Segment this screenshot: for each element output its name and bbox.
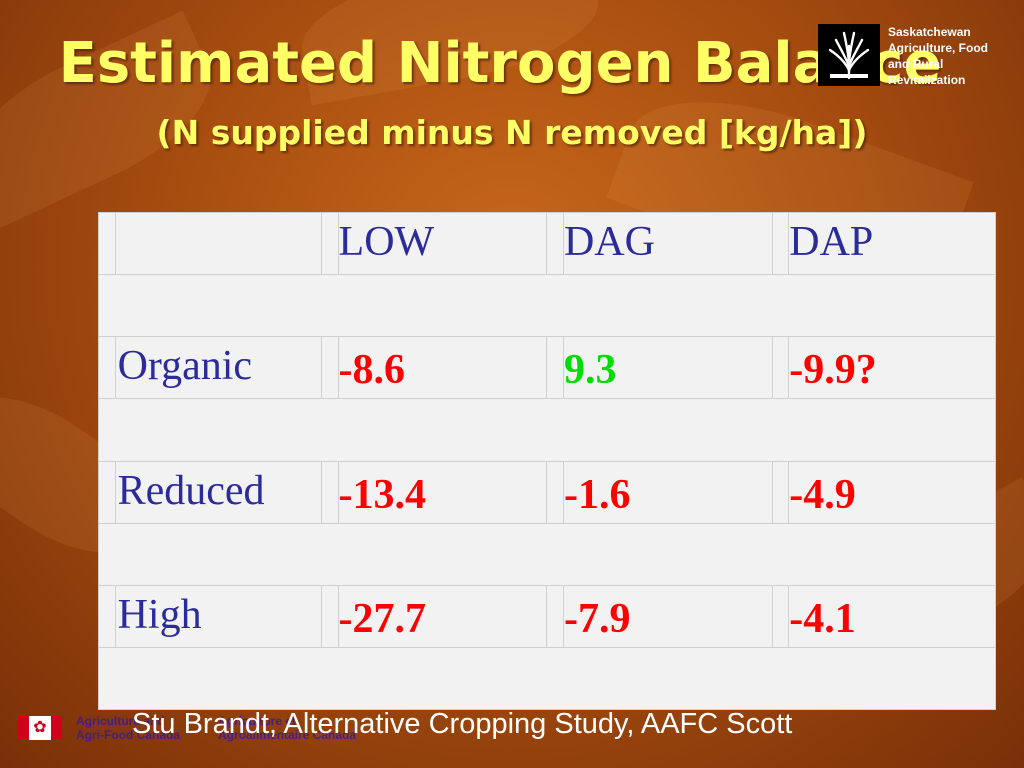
column-header: DAP bbox=[788, 211, 996, 276]
agency-line: Agri-Food Canada bbox=[76, 728, 180, 742]
nitrogen-balance-table: LOW DAG DAP Organic -8.6 9.3 -9.9? Reduc… bbox=[98, 211, 996, 711]
column-header: DAG bbox=[562, 211, 773, 276]
slide-title: Estimated Nitrogen Balance bbox=[58, 31, 942, 96]
spacer-row bbox=[98, 646, 996, 711]
row-label: Reduced bbox=[114, 460, 322, 524]
agency-line: Agroalimentaire Canada bbox=[218, 728, 357, 742]
agency-name-en: Agriculture and Agri-Food Canada bbox=[76, 714, 180, 742]
source-credit: Stu Brandt, Alternative Cropping Study, … bbox=[132, 708, 793, 740]
corner-cell bbox=[114, 211, 322, 276]
logo-line: Revitalization bbox=[888, 73, 966, 87]
row-label: Organic bbox=[114, 336, 322, 400]
spacer-row bbox=[98, 522, 996, 586]
value-cell: -13.4 bbox=[337, 460, 548, 524]
spacer-row bbox=[98, 274, 996, 338]
value-cell: -1.6 bbox=[562, 460, 773, 524]
canada-flag-icon: ✿ bbox=[18, 716, 62, 740]
agency-line: Agriculture and bbox=[76, 714, 165, 728]
logo-line: Agriculture, Food bbox=[888, 41, 988, 55]
agency-name-fr: Agriculture et Agroalimentaire Canada bbox=[218, 714, 356, 742]
value-cell: -7.9 bbox=[562, 584, 773, 648]
slide-subtitle: (N supplied minus N removed [kg/ha]) bbox=[156, 113, 868, 152]
table-row: High -27.7 -7.9 -4.1 bbox=[98, 584, 996, 648]
value-cell: -9.9? bbox=[788, 336, 996, 400]
table-row: Organic -8.6 9.3 -9.9? bbox=[98, 336, 996, 400]
value-cell: -27.7 bbox=[337, 584, 548, 648]
logo-line: Saskatchewan bbox=[888, 25, 971, 39]
ministry-logo-text: Saskatchewan Agriculture, Food and Rural… bbox=[888, 24, 1018, 88]
table-row: Reduced -13.4 -1.6 -4.9 bbox=[98, 460, 996, 524]
value-cell: -4.1 bbox=[788, 584, 996, 648]
wheat-sheaf-icon bbox=[818, 24, 880, 86]
header-row: LOW DAG DAP bbox=[98, 211, 996, 276]
logo-line: and Rural bbox=[888, 57, 944, 71]
value-cell: 9.3 bbox=[562, 336, 773, 400]
value-cell: -8.6 bbox=[337, 336, 548, 400]
value-cell: -4.9 bbox=[788, 460, 996, 524]
column-header: LOW bbox=[337, 211, 548, 276]
row-label: High bbox=[114, 584, 322, 648]
spacer-row bbox=[98, 398, 996, 462]
agency-line: Agriculture et bbox=[218, 714, 297, 728]
